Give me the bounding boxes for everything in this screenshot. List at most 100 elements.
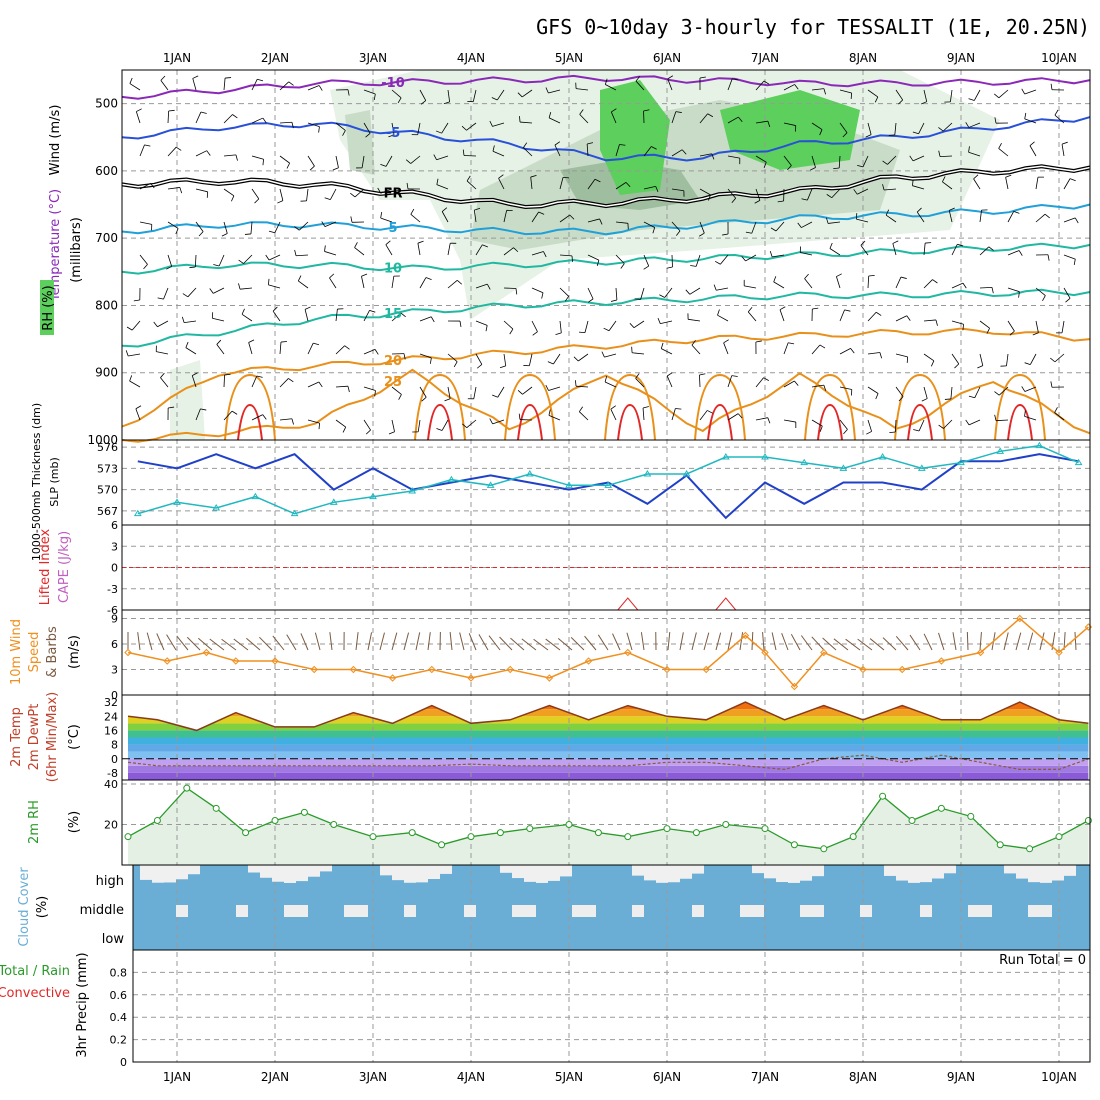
- thickness-line: [137, 453, 1079, 520]
- surface-wind-barb: [790, 633, 801, 651]
- wind-barb-flag: [425, 277, 432, 280]
- wind-barb-flag: [857, 164, 864, 168]
- wind-barb: [548, 414, 561, 421]
- surface-wind-barb: [938, 632, 945, 651]
- wind-barb-flag: [587, 298, 594, 303]
- wind-barb: [615, 182, 627, 190]
- precip-tick: 0: [120, 1056, 127, 1069]
- wind-barb-flag: [400, 312, 406, 318]
- wind-barb: [251, 414, 263, 421]
- rh-marker: [369, 833, 377, 841]
- surface-wind-barb: [557, 638, 573, 651]
- wind-barb: [839, 89, 852, 94]
- wind-barb-flag: [1005, 174, 1012, 178]
- wind-barb: [923, 319, 936, 322]
- cloud-gap-high: [548, 865, 560, 881]
- temp-band: [128, 716, 1089, 724]
- wind-barb-flag: [380, 212, 383, 219]
- wind-barb-flag: [601, 351, 605, 358]
- temp-band: [128, 702, 1089, 710]
- y-label-temp-b: 2m DewPt: [27, 704, 42, 771]
- wind-barb: [167, 187, 180, 190]
- day-label-bottom: 5JAN: [555, 1070, 583, 1084]
- wind-barb-flag: [175, 146, 182, 151]
- wind-barb-flag: [209, 288, 214, 294]
- wind-barb-flag: [517, 92, 523, 98]
- wind-barb-flag: [973, 174, 979, 180]
- surface-wind-barb: [391, 632, 398, 651]
- wind-barb: [979, 286, 993, 289]
- surface-wind-barb: [857, 638, 873, 651]
- wind-barb-flag: [347, 386, 350, 393]
- wind-barb-flag: [874, 96, 879, 103]
- wind-barb-flag: [787, 165, 792, 171]
- wind-barb: [503, 247, 514, 256]
- wind-barb: [951, 282, 964, 289]
- wind-barb: [475, 283, 488, 289]
- wind-barb-flag: [1050, 357, 1056, 363]
- wind-barb: [417, 419, 421, 432]
- wind-barb-flag: [244, 233, 251, 235]
- cloud-gap-high: [800, 865, 812, 881]
- slp-marker: [604, 481, 613, 488]
- wind-barb-flag: [998, 143, 1002, 149]
- wind-barb-flag: [462, 149, 465, 156]
- wind-barb: [783, 342, 789, 355]
- wind-barb-flag: [1047, 254, 1050, 261]
- wind-barb: [783, 380, 795, 388]
- wind-barb-flag: [150, 183, 155, 189]
- wind-barb: [699, 113, 708, 124]
- wind-barb-flag: [564, 296, 569, 302]
- wind-barb: [419, 353, 432, 359]
- wind-speed-marker: [388, 674, 397, 682]
- isotherm-loop-hot: [1007, 403, 1033, 441]
- wind-barb: [279, 121, 293, 124]
- wind-barb: [723, 342, 729, 355]
- wind-barb-flag: [262, 117, 267, 124]
- wind-barb-flag: [994, 414, 997, 421]
- isotherm-label: 20: [384, 354, 402, 369]
- wind-barb-flag: [885, 209, 890, 216]
- wind-barb-flag: [767, 121, 771, 127]
- rh-marker: [467, 833, 475, 841]
- wind-barb: [773, 281, 785, 289]
- wind-barb: [441, 122, 449, 134]
- wind-barb-flag: [1024, 362, 1031, 365]
- wind-barb-flag: [629, 323, 635, 328]
- wind-barb: [949, 89, 953, 102]
- wind-barb: [274, 221, 281, 233]
- wind-barb: [223, 374, 225, 388]
- surface-wind-barb: [1015, 632, 1022, 651]
- wind-barb: [363, 310, 370, 322]
- rh-shading: [600, 80, 670, 195]
- wind-barb-flag: [545, 384, 549, 391]
- wind-barb: [1035, 213, 1046, 223]
- wind-barb: [335, 419, 346, 428]
- wind-speed-marker: [976, 648, 985, 657]
- wind-barb: [139, 254, 148, 265]
- cloud-gap-high: [1040, 865, 1052, 883]
- cape-tick: 3: [111, 540, 118, 553]
- wind-barb: [867, 275, 870, 289]
- wind-barb-flag: [690, 265, 697, 267]
- wind-barb-flag: [515, 288, 518, 295]
- wind-barb: [167, 254, 173, 267]
- wind-barb: [184, 320, 197, 323]
- wind-barb-flag: [788, 342, 795, 345]
- wind-barb-flag: [365, 133, 371, 138]
- pressure-tick-label: 500: [95, 97, 118, 111]
- pressure-tick-label: 700: [95, 231, 118, 245]
- wind-barb-flag: [575, 380, 577, 387]
- slp-marker: [800, 458, 809, 466]
- wind-barb-flag: [238, 259, 244, 264]
- wind-barb-flag: [1024, 112, 1027, 119]
- surface-wind-barb: [137, 632, 141, 651]
- wind-barb-flag: [850, 348, 855, 354]
- wind-barb-flag: [714, 260, 721, 265]
- wind-barb-flag: [699, 76, 706, 79]
- surface-wind-barb: [197, 637, 213, 651]
- isotherm-line: [121, 242, 1091, 275]
- wind-barb-flag: [342, 130, 346, 136]
- wind-barb: [548, 89, 561, 94]
- wind-barb: [689, 287, 701, 295]
